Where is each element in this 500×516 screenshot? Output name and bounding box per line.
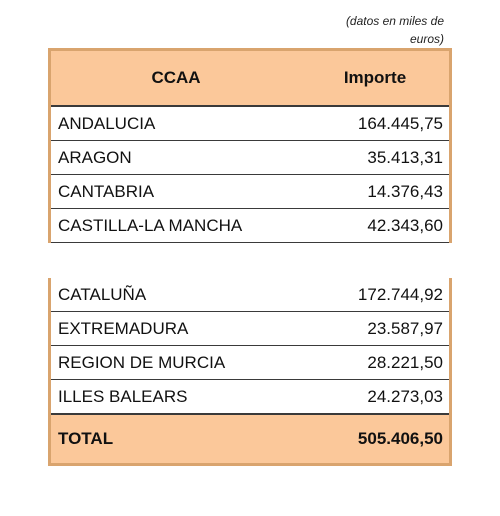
region-cell: CATALUÑA xyxy=(58,284,147,304)
region-cell: ANDALUCIA xyxy=(58,113,156,133)
region-cell: EXTREMADURA xyxy=(58,318,189,338)
amount-cell: 172.744,92 xyxy=(357,284,443,304)
table-row: REGION DE MURCIA 28.221,50 xyxy=(51,346,449,380)
table-row: CASTILLA-LA MANCHA 42.343,60 xyxy=(51,209,449,243)
table-row: CATALUÑA 172.744,92 xyxy=(51,278,449,312)
total-amount: 505.406,50 xyxy=(357,429,443,448)
region-cell: ARAGON xyxy=(58,147,132,167)
total-label: TOTAL xyxy=(58,429,114,448)
amount-cell: 28.221,50 xyxy=(367,352,443,372)
amount-cell: 164.445,75 xyxy=(357,113,443,133)
table-row: ANDALUCIA 164.445,75 xyxy=(51,107,449,141)
table-block: CATALUÑA 172.744,92 EXTREMADURA 23.587,97 RE… xyxy=(48,278,452,466)
table-block: CCAA Importe ANDALUCIA 164.445,75 ARAGON 35… xyxy=(48,48,452,243)
total-row: TOTAL 505.406,50 xyxy=(51,414,449,466)
header-cell: Importe xyxy=(343,68,407,87)
region-cell: REGION DE MURCIA xyxy=(58,352,226,372)
region-cell: ILLES BALEARS xyxy=(58,386,188,406)
table-row: CANTABRIA 14.376,43 xyxy=(51,175,449,209)
amount-cell: 42.343,60 xyxy=(367,215,443,235)
amount-cell: 35.413,31 xyxy=(367,147,443,167)
units-note: (datos en miles de euros) xyxy=(345,14,444,46)
amount-cell: 24.273,03 xyxy=(367,386,443,406)
table-row: ARAGON 35.413,31 xyxy=(51,141,449,175)
header-cell: CCAA xyxy=(151,68,201,87)
region-cell: CANTABRIA xyxy=(58,181,155,201)
amount-cell: 23.587,97 xyxy=(367,318,443,338)
table-row: ILLES BALEARS 24.273,03 xyxy=(51,380,449,414)
header-row: CCAA Importe xyxy=(51,51,449,107)
region-cell: CASTILLA-LA MANCHA xyxy=(58,215,243,235)
table-row: EXTREMADURA 23.587,97 xyxy=(51,312,449,346)
amount-cell: 14.376,43 xyxy=(367,181,443,201)
